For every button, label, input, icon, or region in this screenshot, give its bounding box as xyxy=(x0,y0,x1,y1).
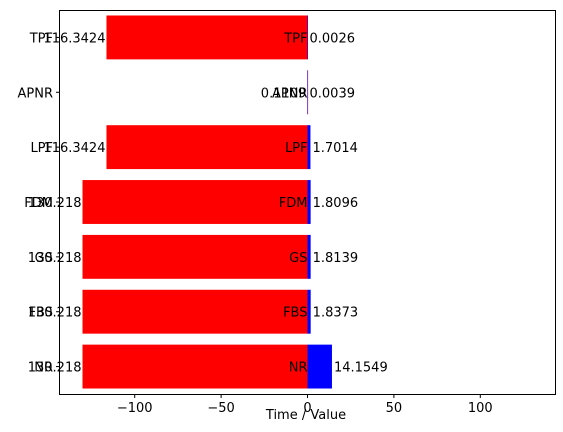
bar-negative-gs xyxy=(82,234,308,279)
positive-value-label-apnr: 0.0039 xyxy=(310,86,356,101)
y-tick-label-nr: NR xyxy=(34,361,53,376)
positive-value-label-gs: 1.8139 xyxy=(313,251,359,266)
bars-layer xyxy=(82,15,332,389)
bar-category-label-lpf: LPF xyxy=(285,141,308,156)
bar-negative-nr xyxy=(82,344,308,389)
y-axis: NR FBS GS FDM LPF APNR TPF xyxy=(18,31,60,376)
negative-value-label-fbs: 130.218 xyxy=(28,306,82,321)
positive-value-label-tpf: 0.0026 xyxy=(310,31,356,46)
y-tick-label-apnr: APNR xyxy=(18,86,54,101)
bar-positive-fdm xyxy=(307,180,311,224)
bar-positive-gs xyxy=(307,234,311,279)
negative-value-label-apnr: 0.1109 xyxy=(261,86,307,101)
bar-category-label-fdm: FDM xyxy=(279,196,308,211)
bar-positive-apnr xyxy=(307,70,308,115)
positive-value-label-lpf: 1.7014 xyxy=(312,141,358,156)
x-axis: −100 −50 0 50 100 xyxy=(117,394,493,416)
bar-negative-fdm xyxy=(82,180,308,224)
x-tick-label: 0 xyxy=(303,401,311,416)
bar-positive-fbs xyxy=(307,289,311,334)
negative-value-label-tpf: 116.3424 xyxy=(43,31,105,46)
bar-positive-tpf xyxy=(307,15,308,60)
positive-value-label-fdm: 1.8096 xyxy=(313,196,359,211)
y-tick-label-fdm: FDM xyxy=(24,196,53,211)
negative-value-label-nr: 130.218 xyxy=(28,361,82,376)
x-axis-title: Time / Value xyxy=(265,408,346,423)
x-tick-label: −100 xyxy=(117,401,153,416)
y-tick-label-fbs: FBS xyxy=(29,306,53,321)
bar-category-label-gs: GS xyxy=(289,251,307,266)
bar-category-label-apnr: APNR xyxy=(272,86,308,101)
bar-positive-nr xyxy=(307,344,332,389)
x-tick-label: −50 xyxy=(207,401,234,416)
negative-value-label-gs: 130.218 xyxy=(28,251,82,266)
bar-positive-lpf xyxy=(307,125,311,170)
bar-category-label-tpf: TPF xyxy=(283,31,307,46)
bar-negative-lpf xyxy=(106,125,308,170)
x-tick-label: 50 xyxy=(386,401,403,416)
bar-negative-fbs xyxy=(82,289,308,334)
negative-value-label-fdm: 130.218 xyxy=(28,196,82,211)
positive-value-label-nr: 14.1549 xyxy=(334,361,388,376)
bar-negative-tpf xyxy=(106,15,308,60)
y-tick-label-lpf: LPF xyxy=(30,141,53,156)
bar-category-label-fbs: FBS xyxy=(283,306,307,321)
y-tick-label-gs: GS xyxy=(35,251,53,266)
negative-value-label-lpf: 116.3424 xyxy=(43,141,105,156)
positive-value-label-fbs: 1.8373 xyxy=(313,306,359,321)
x-tick-label: 100 xyxy=(468,401,493,416)
y-tick-label-tpf: TPF xyxy=(29,31,53,46)
bar-category-label-nr: NR xyxy=(289,361,308,376)
